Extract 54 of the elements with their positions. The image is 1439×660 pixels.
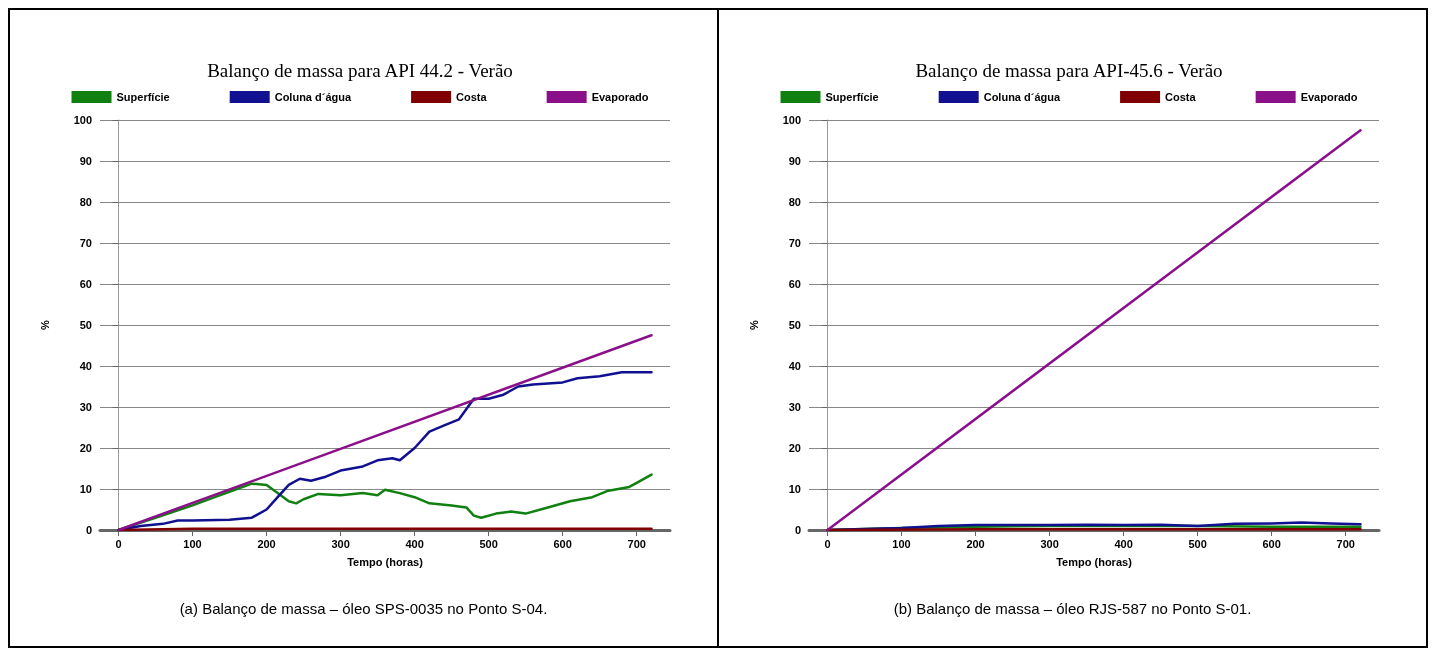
- y-tick-label: 80: [788, 196, 801, 208]
- x-tick-label: 600: [1262, 537, 1281, 550]
- y-tick-label: 30: [788, 401, 801, 413]
- x-tick-label: 200: [966, 537, 985, 550]
- y-tick-label: 20: [79, 442, 92, 454]
- y-axis-title: %: [38, 319, 51, 330]
- y-tick-label: 60: [79, 278, 92, 290]
- y-tick-label: 0: [85, 524, 92, 536]
- x-axis-title: Tempo (horas): [347, 555, 424, 568]
- x-tick-label: 200: [257, 537, 276, 550]
- y-tick-label: 100: [782, 114, 801, 126]
- chart-title: Balanço de massa para API 44.2 - Verão: [207, 60, 513, 81]
- y-tick-label: 100: [73, 114, 92, 126]
- y-tick-label: 90: [788, 155, 801, 167]
- x-tick-label: 400: [405, 537, 424, 550]
- x-tick-label: 700: [1336, 537, 1355, 550]
- y-tick-label: 40: [79, 360, 92, 372]
- y-tick-label: 90: [79, 155, 92, 167]
- x-tick-label: 500: [1188, 537, 1207, 550]
- y-axis-title: %: [747, 319, 760, 330]
- y-tick-label: 70: [788, 237, 801, 249]
- legend-label: Evaporado: [591, 91, 649, 103]
- y-tick-label: 50: [788, 319, 801, 331]
- x-tick-label: 100: [183, 537, 202, 550]
- y-tick-label: 40: [788, 360, 801, 372]
- x-tick-label: 500: [479, 537, 498, 550]
- x-tick-label: 300: [331, 537, 350, 550]
- x-tick-label: 0: [824, 537, 831, 550]
- x-tick-label: 600: [553, 537, 572, 550]
- y-tick-label: 20: [788, 442, 801, 454]
- text: (a) Balanço de massa – óleo SPS-0035 no Ponto S-04.: [178, 600, 549, 617]
- y-tick-label: 10: [788, 483, 801, 495]
- y-tick-label: 80: [79, 196, 92, 208]
- legend-label: Superfície: [825, 91, 879, 103]
- x-tick-label: 700: [627, 537, 646, 550]
- legend-label: Superfície: [116, 91, 170, 103]
- legend-label: Costa: [1165, 91, 1197, 103]
- y-tick-label: 60: [788, 278, 801, 290]
- legend-label: Coluna d´água: [983, 91, 1061, 103]
- legend-label: Evaporado: [1300, 91, 1358, 103]
- y-tick-label: 70: [79, 237, 92, 249]
- x-tick-label: 100: [892, 537, 911, 550]
- y-tick-label: 0: [794, 524, 801, 536]
- x-tick-label: 300: [1040, 537, 1059, 550]
- y-tick-label: 50: [79, 319, 92, 331]
- text: (b) Balanço de massa – óleo RJS-587 no Ponto S-01.: [892, 600, 1253, 617]
- y-tick-label: 10: [79, 483, 92, 495]
- legend-label: Coluna d´água: [274, 91, 352, 103]
- y-tick-label: 30: [79, 401, 92, 413]
- x-axis-title: Tempo (horas): [1056, 555, 1133, 568]
- x-tick-label: 0: [115, 537, 122, 550]
- x-tick-label: 400: [1114, 537, 1133, 550]
- chart-title: Balanço de massa para API-45.6 - Verão: [915, 60, 1223, 81]
- legend-label: Costa: [456, 91, 488, 103]
